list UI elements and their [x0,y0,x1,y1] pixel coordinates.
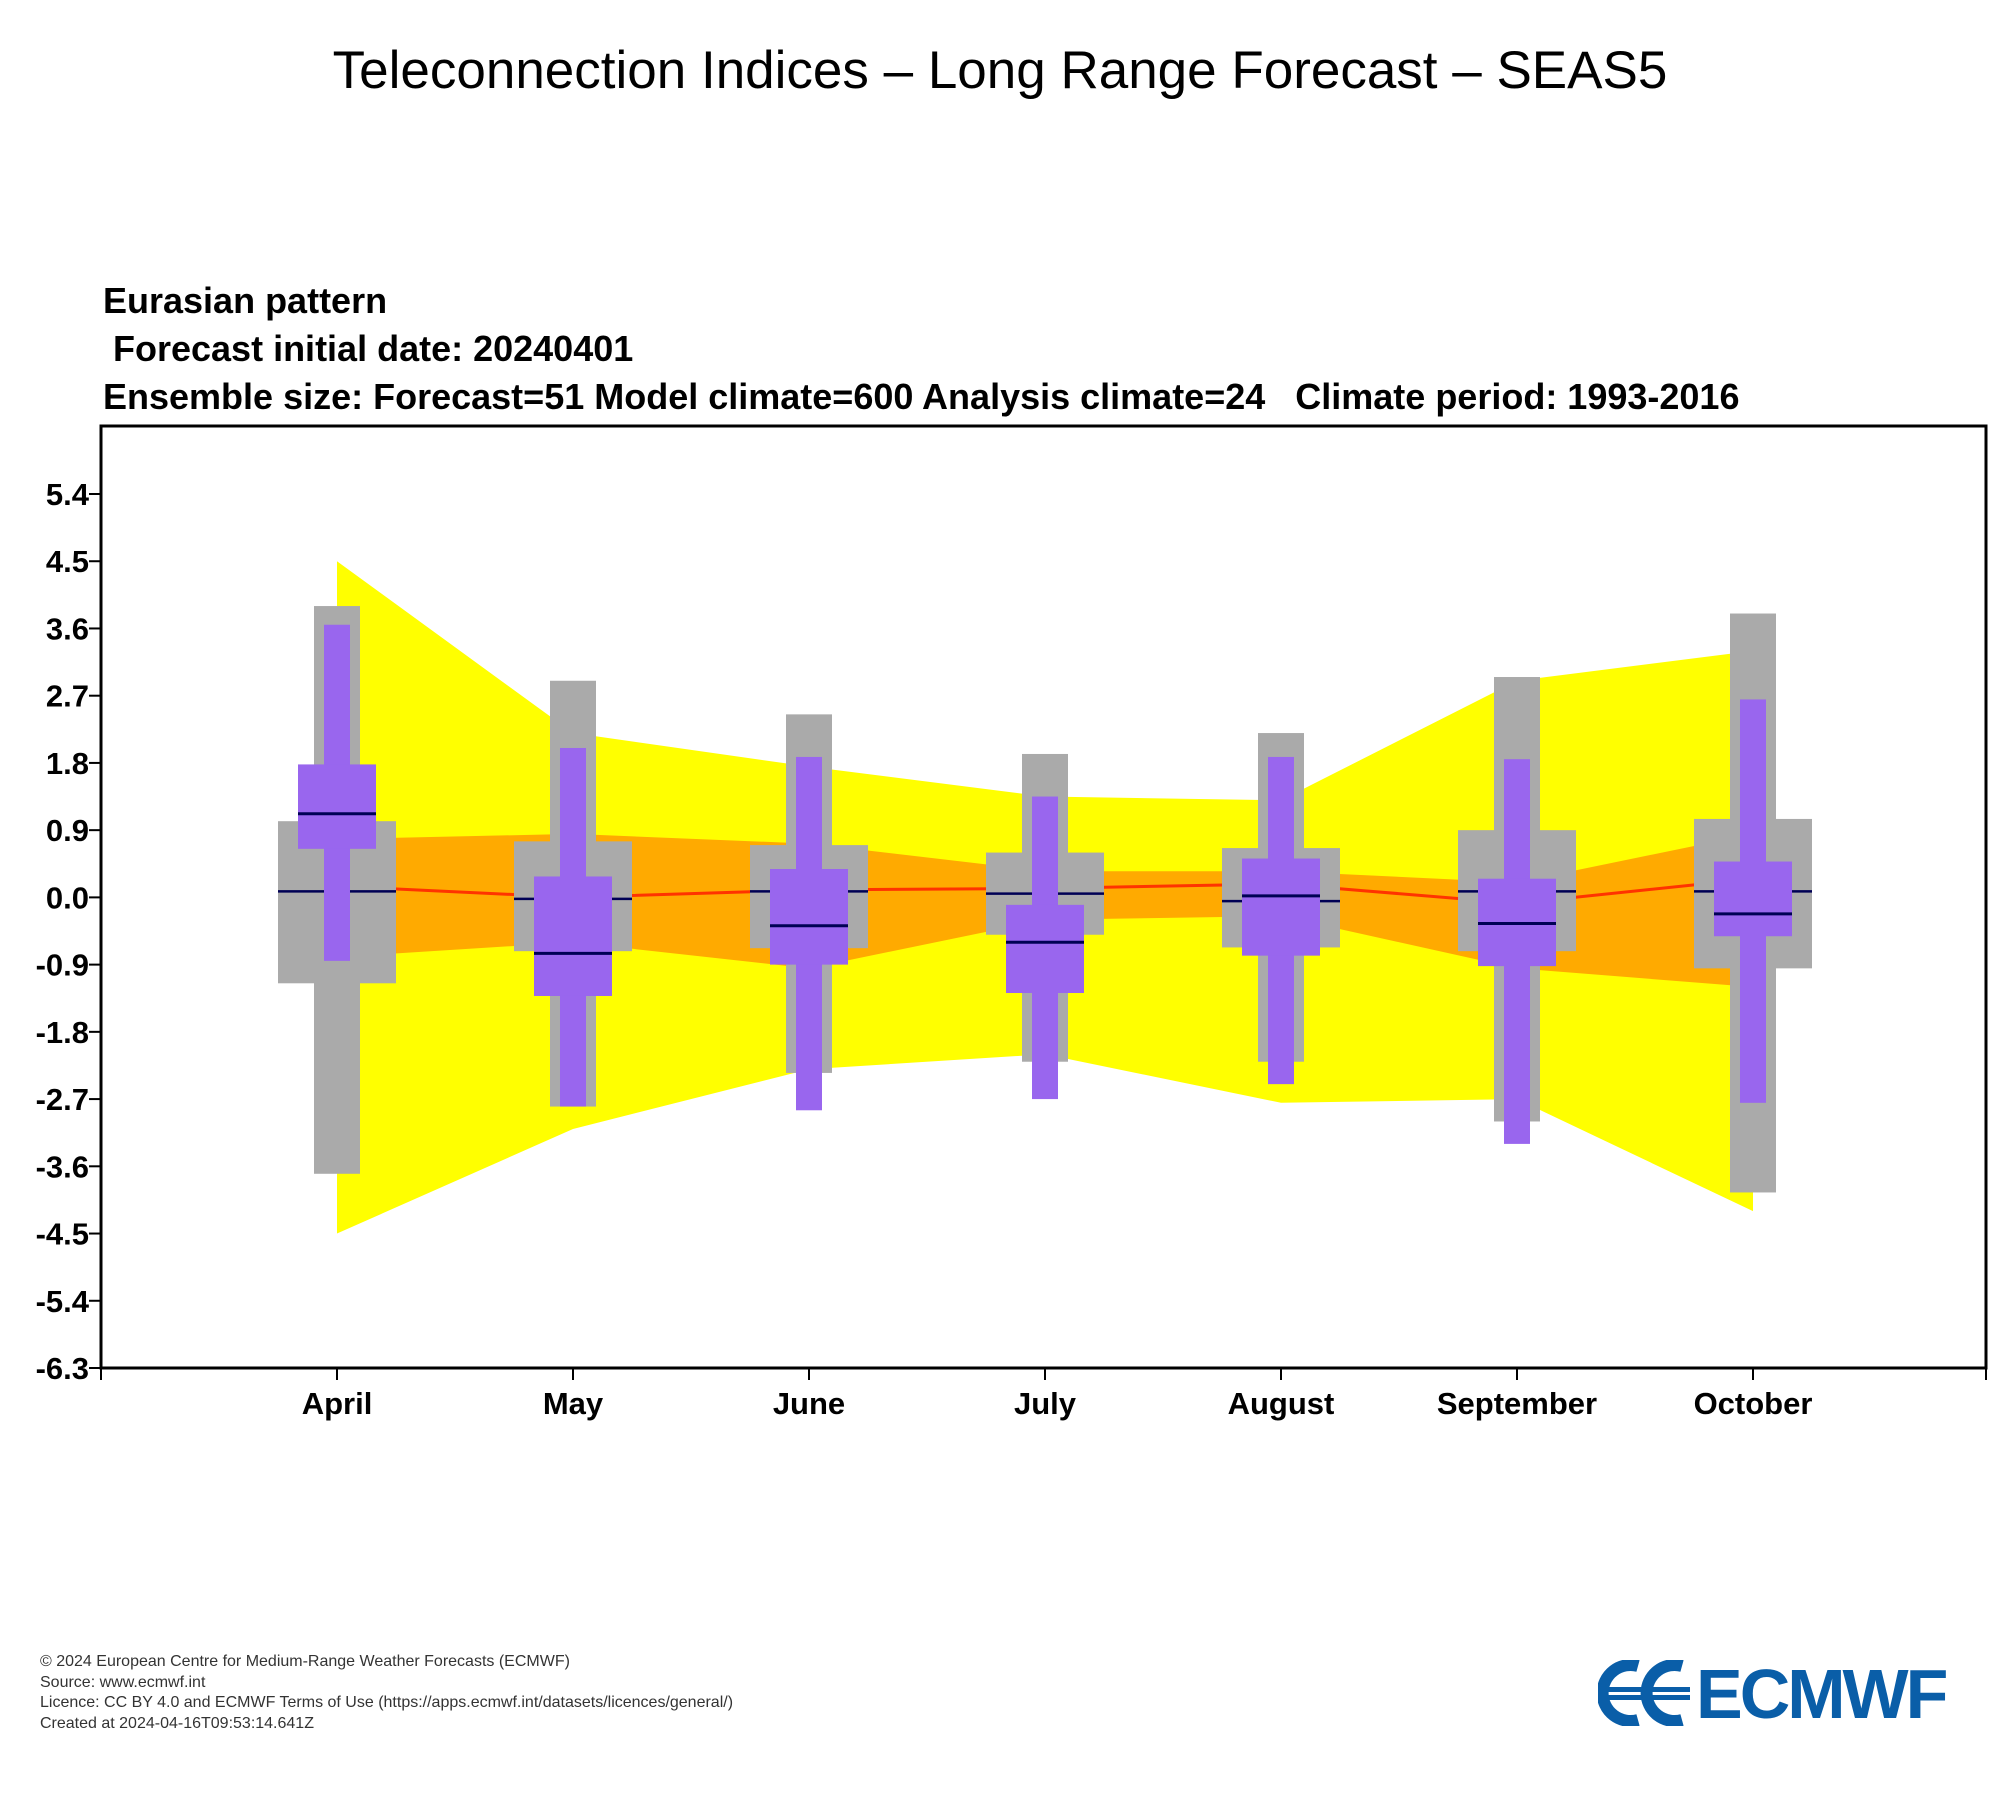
y-tick-label: -5.4 [36,1284,90,1319]
x-tick-label: August [1228,1386,1335,1421]
chart-subtitle-ensemble: Ensemble size: Forecast=51 Model climate… [103,376,1740,417]
month-group-september [1458,677,1576,1144]
y-tick-label: 3.6 [46,611,89,646]
ecmwf-logo-text: ECMWF [1696,1655,1948,1733]
footer-copyright: © 2024 European Centre for Medium-Range … [40,1653,570,1670]
footer-licence: Licence: CC BY 4.0 and ECMWF Terms of Us… [40,1694,734,1711]
y-tick-label: 1.8 [46,746,89,781]
y-tick-label: 0.0 [46,880,89,915]
forecast-box [298,764,376,849]
x-tick-label: May [543,1386,604,1421]
y-tick-label: 5.4 [46,477,90,512]
month-group-october [1694,613,1812,1193]
y-tick-label: -3.6 [36,1149,89,1184]
y-tick-label: 0.9 [46,813,89,848]
chart-title: Eurasian pattern [103,280,388,321]
x-tick-label: July [1014,1386,1077,1421]
y-tick-label: -1.8 [36,1015,89,1050]
footer-created: Created at 2024-04-16T09:53:14.641Z [40,1714,314,1732]
y-tick-label: 2.7 [46,679,89,714]
x-tick-label: September [1437,1386,1597,1421]
x-tick-label: June [773,1386,845,1421]
month-group-june [750,714,868,1111]
forecast-box [1714,861,1792,937]
forecast-box [770,868,848,965]
forecast-box [1006,904,1084,994]
y-tick-label: 4.5 [46,544,89,579]
chart-subtitle-forecast-date: Forecast initial date: 20240401 [103,328,634,369]
x-tick-label: October [1694,1386,1813,1421]
ecmwf-logo-icon [1596,1659,1690,1727]
x-tick-label: April [302,1386,373,1421]
forecast-box [534,876,612,996]
plot-area [278,561,1812,1234]
y-tick-label: -2.7 [36,1082,89,1117]
page-title: Teleconnection Indices – Long Range Fore… [332,41,1668,100]
month-group-july [986,753,1104,1100]
forecast-box [1242,858,1320,956]
ecmwf-logo: ECMWF [1596,1655,1973,1733]
footer: © 2024 European Centre for Medium-Range … [40,1652,733,1734]
month-group-august [1222,733,1340,1085]
axes: 5.4 4.5 3.6 2.7 1.8 0.9 0.0 -0.9 -1.8 -2.7 -3.6 -4.… [36,477,1987,1421]
y-tick-label: -4.5 [36,1217,89,1252]
month-group-may [514,680,632,1107]
y-tick-label: -0.9 [36,948,89,983]
footer-source: Source: www.ecmwf.int [40,1673,206,1691]
y-tick-label: -6.3 [36,1351,89,1386]
month-group-april [278,606,396,1174]
